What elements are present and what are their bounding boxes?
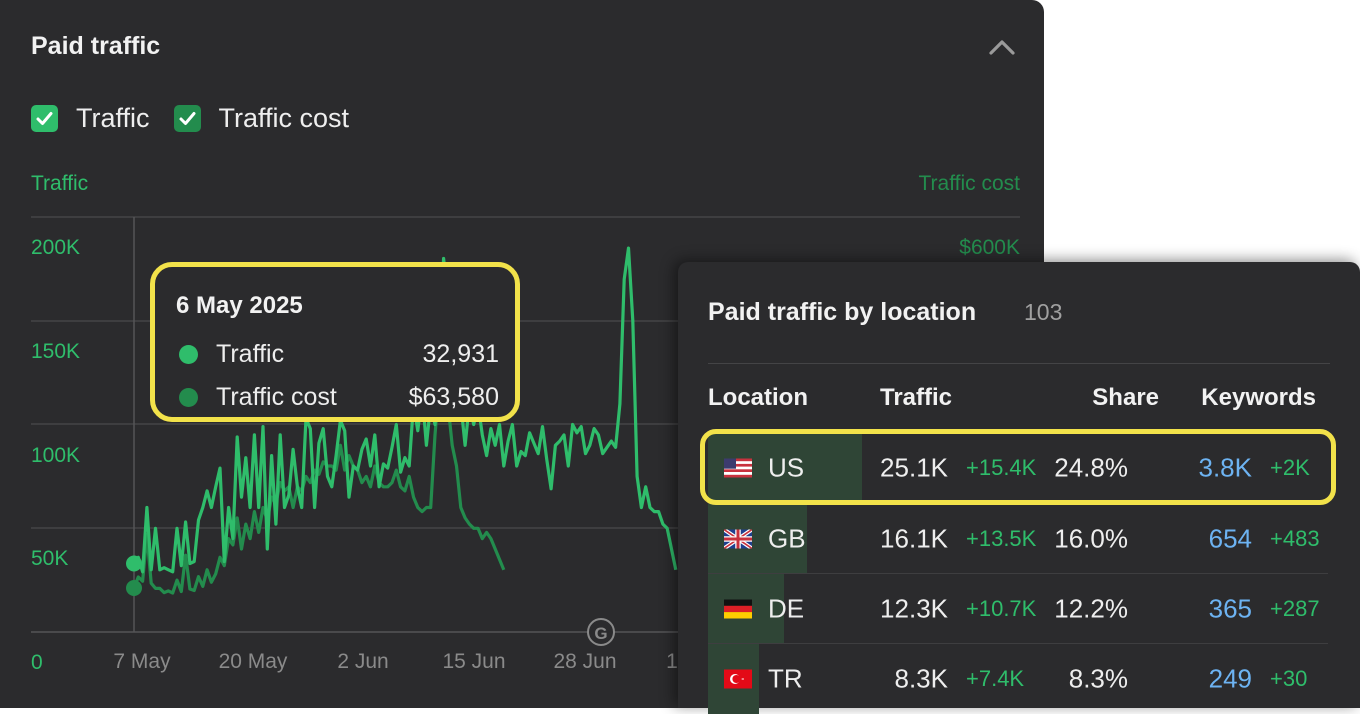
traffic-cost-checkbox[interactable] — [173, 105, 201, 132]
tooltip-value: $63,580 — [408, 382, 499, 411]
traffic-legend-dot — [179, 344, 198, 364]
traffic-checkbox[interactable] — [31, 105, 58, 132]
y-tick-label: 200K — [31, 236, 81, 259]
location-code: TR — [768, 663, 803, 694]
traffic-cost-toggle[interactable]: Traffic cost — [173, 103, 350, 134]
traffic-delta: +15.4K — [966, 455, 1037, 480]
panel-title: Paid traffic — [31, 32, 161, 60]
row-divider — [708, 643, 1328, 644]
table-row[interactable]: TR 8.3K +7.4K 8.3% 249 +30 — [708, 644, 1328, 714]
traffic-delta: +10.7K — [966, 596, 1037, 621]
chevron-up-icon — [989, 40, 1015, 55]
location-count: 103 — [1024, 299, 1063, 325]
y-tick-label: 0 — [31, 651, 43, 674]
y-tick-label: 150K — [31, 340, 81, 363]
collapse-button[interactable] — [986, 32, 1018, 62]
share-value: 12.2% — [1054, 593, 1128, 624]
traffic-delta: +13.5K — [966, 526, 1037, 551]
tooltip-row-traffic-cost: Traffic cost $63,580 — [179, 382, 499, 412]
traffic-line — [132, 246, 678, 574]
google-icon: G — [594, 624, 607, 643]
keywords-delta: +483 — [1270, 526, 1320, 551]
column-header-traffic[interactable]: Traffic — [880, 384, 953, 411]
x-tick-label: 15 Jun — [442, 650, 506, 673]
traffic-toggle[interactable]: Traffic — [31, 103, 150, 134]
traffic-value: 8.3K — [894, 663, 949, 694]
share-value: 8.3% — [1068, 663, 1128, 694]
row-divider — [708, 573, 1328, 574]
divider — [708, 363, 1330, 364]
share-value: 24.8% — [1054, 452, 1128, 483]
keywords-link[interactable]: 365 — [1208, 593, 1252, 624]
tooltip-value: 32,931 — [422, 339, 499, 368]
location-code: DE — [768, 593, 805, 624]
checkmark-icon — [36, 112, 53, 125]
right-y-tick-label: $600K — [959, 236, 1020, 259]
x-tick-label: 7 May — [113, 650, 171, 673]
traffic-value: 25.1K — [880, 452, 948, 483]
share-value: 16.0% — [1054, 523, 1128, 554]
series-toggles: Traffic Traffic cost — [31, 103, 373, 134]
keywords-delta: +287 — [1270, 596, 1320, 621]
location-panel-title: Paid traffic by location — [708, 298, 977, 326]
checkmark-icon — [179, 112, 196, 125]
column-header-location[interactable]: Location — [708, 384, 808, 411]
traffic-value: 16.1K — [880, 523, 948, 554]
y-tick-label: 100K — [31, 444, 81, 467]
traffic-cost-legend-dot — [179, 387, 198, 407]
location-panel: Paid traffic by location 103 Location Tr… — [678, 262, 1360, 714]
google-update-marker[interactable]: G — [587, 618, 615, 646]
x-tick-label: 2 Jun — [337, 650, 389, 673]
chart-tooltip: 6 May 2025 Traffic 32,931 Traffic cost $… — [150, 262, 520, 422]
keywords-link[interactable]: 3.8K — [1198, 452, 1253, 483]
traffic-hover-point — [126, 555, 142, 572]
column-header-share[interactable]: Share — [1092, 384, 1159, 411]
right-axis-title: Traffic cost — [918, 172, 1020, 195]
traffic-cost-hover-point — [126, 580, 142, 597]
traffic-series — [126, 246, 678, 574]
table-row[interactable]: GB 16.1K +13.5K 16.0% 654 +483 — [708, 504, 1328, 574]
column-header-keywords[interactable]: Keywords — [1201, 384, 1316, 411]
gb-flag-icon — [724, 529, 752, 549]
y-tick-label: 50K — [31, 547, 69, 570]
table-row[interactable]: US 25.1K +15.4K 24.8% 3.8K +2K — [708, 433, 1328, 503]
traffic-value: 12.3K — [880, 593, 948, 624]
tooltip-label: Traffic — [216, 339, 285, 368]
de-flag-icon — [724, 599, 752, 619]
us-flag-icon — [724, 458, 752, 478]
tooltip-date: 6 May 2025 — [176, 292, 303, 319]
tr-flag-icon — [724, 669, 752, 689]
traffic-toggle-label: Traffic — [76, 103, 150, 133]
traffic-cost-toggle-label: Traffic cost — [218, 103, 350, 133]
keywords-link[interactable]: 654 — [1208, 523, 1252, 554]
left-axis-title: Traffic — [31, 172, 89, 195]
tooltip-row-traffic: Traffic 32,931 — [179, 339, 499, 369]
location-code: GB — [768, 523, 806, 554]
keywords-delta: +2K — [1270, 455, 1310, 480]
x-tick-label: 28 Jun — [553, 650, 617, 673]
x-tick-label: 1 — [666, 650, 678, 673]
keywords-link[interactable]: 249 — [1208, 663, 1252, 694]
table-row[interactable]: DE 12.3K +10.7K 12.2% 365 +287 — [708, 574, 1328, 644]
traffic-delta: +7.4K — [966, 666, 1025, 691]
keywords-delta: +30 — [1270, 666, 1308, 691]
location-code: US — [768, 452, 805, 483]
x-tick-label: 20 May — [218, 650, 288, 673]
tooltip-label: Traffic cost — [216, 382, 337, 411]
